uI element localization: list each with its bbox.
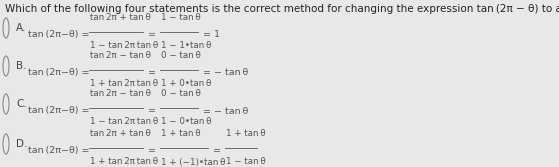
Text: tan (2π−θ) =: tan (2π−θ) = [28,68,89,77]
Text: 1 + tan 2π tan θ: 1 + tan 2π tan θ [90,157,158,166]
Text: C.: C. [16,99,27,109]
Text: 1 − tan 2π tan θ: 1 − tan 2π tan θ [90,42,158,50]
Text: =: = [149,146,157,155]
Text: tan 2π + tan θ: tan 2π + tan θ [90,14,151,23]
Text: tan 2π − tan θ: tan 2π − tan θ [90,90,151,99]
Text: tan (2π−θ) =: tan (2π−θ) = [28,107,89,116]
Text: 1 + tan θ: 1 + tan θ [162,129,201,138]
Text: tan 2π − tan θ: tan 2π − tan θ [90,51,151,60]
Text: tan 2π + tan θ: tan 2π + tan θ [90,129,151,138]
Text: B.: B. [16,61,26,71]
Text: =: = [214,146,221,155]
Text: 1 + tan θ: 1 + tan θ [226,129,266,138]
Text: Which of the following four statements is the correct method for changing the ex: Which of the following four statements i… [5,4,559,14]
Text: 0 − tan θ: 0 − tan θ [162,90,201,99]
Text: 1 − tan 2π tan θ: 1 − tan 2π tan θ [90,118,158,126]
Text: D.: D. [16,139,27,149]
Text: 0 − tan θ: 0 − tan θ [162,51,201,60]
Text: = − tan θ: = − tan θ [203,68,249,77]
Text: A.: A. [16,23,26,33]
Text: 1 + tan 2π tan θ: 1 + tan 2π tan θ [90,79,158,89]
Text: tan (2π−θ) =: tan (2π−θ) = [28,146,89,155]
Text: 1 − 0•tan θ: 1 − 0•tan θ [162,118,212,126]
Text: tan (2π−θ) =: tan (2π−θ) = [28,31,89,40]
Text: 1 − tan θ: 1 − tan θ [226,157,266,166]
Text: = − tan θ: = − tan θ [203,107,249,116]
Text: 1 − 1•tan θ: 1 − 1•tan θ [162,42,212,50]
Text: 1 + 0•tan θ: 1 + 0•tan θ [162,79,212,89]
Text: =: = [149,107,157,116]
Text: 1 + (−1)•tan θ: 1 + (−1)•tan θ [162,157,226,166]
Text: =: = [149,31,157,40]
Text: = 1: = 1 [203,31,220,40]
Text: 1 − tan θ: 1 − tan θ [162,14,201,23]
Text: =: = [149,68,157,77]
